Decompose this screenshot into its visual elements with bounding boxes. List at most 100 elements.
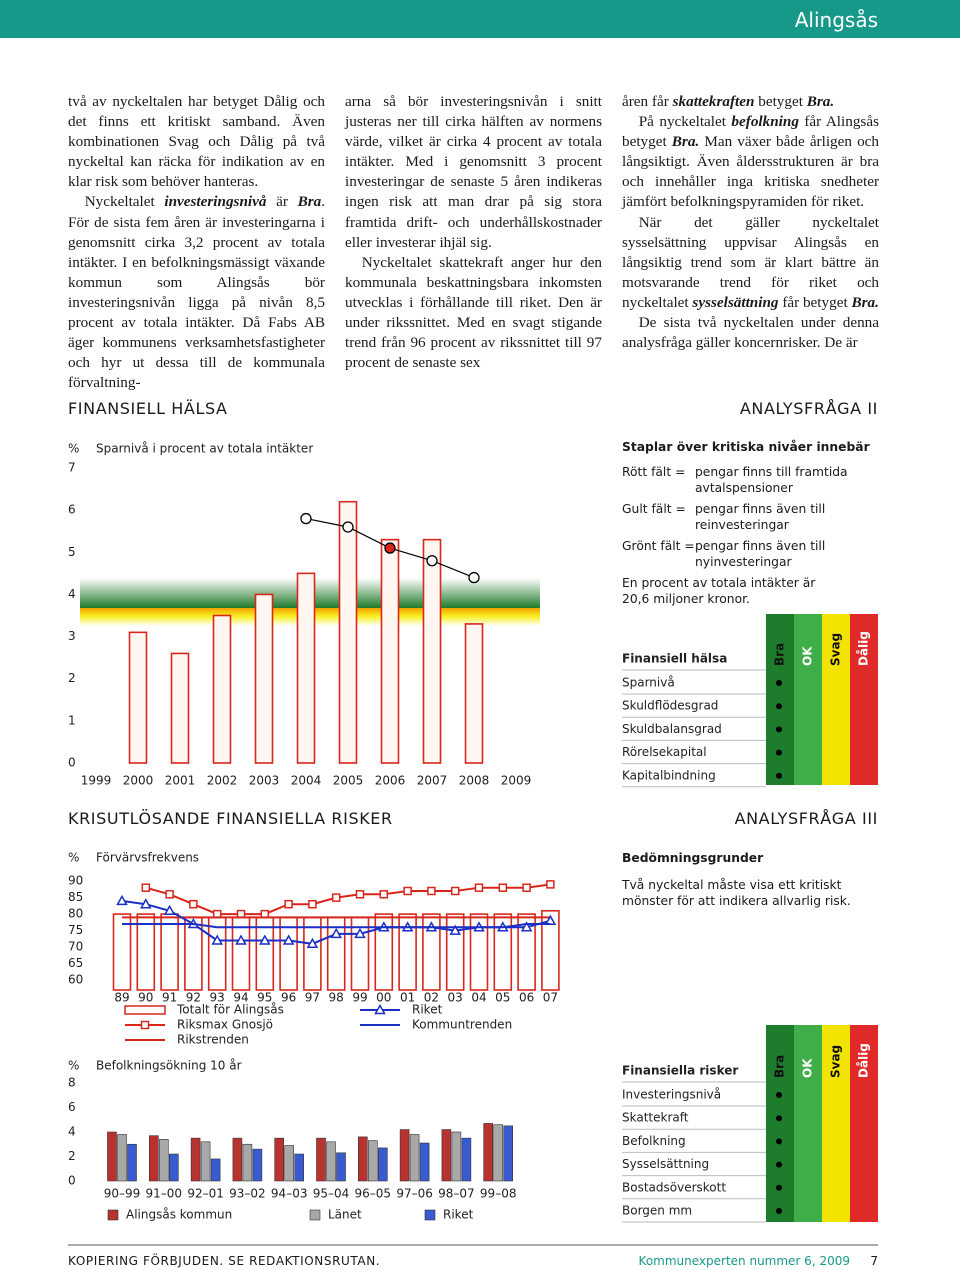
bar — [409, 1134, 420, 1182]
bar — [380, 538, 400, 764]
bar — [357, 1136, 368, 1182]
y-tick-label: 6 — [68, 1100, 76, 1114]
row-label: Sysselsättning — [622, 1157, 709, 1171]
paragraph: De sista två nyckeltalen under denna ana… — [622, 313, 879, 353]
rating-dot — [776, 1092, 782, 1098]
header-title: Alingsås — [794, 8, 878, 32]
text-run: betyget — [754, 93, 807, 110]
section-heading: KRISUTLÖSANDE FINANSIELLA RISKER — [68, 809, 393, 828]
rating-dot — [776, 1184, 782, 1191]
x-tick-label: 2004 — [291, 774, 322, 788]
marker — [116, 894, 128, 906]
emphasis: Bra — [297, 193, 322, 211]
bar — [159, 1139, 169, 1182]
bar — [419, 1142, 430, 1182]
bar — [541, 909, 560, 991]
y-axis-label: % — [68, 1059, 79, 1073]
x-tick-label: 2006 — [375, 774, 406, 788]
footer-publication: Kommunexperten nummer 6, 2009 — [638, 1254, 850, 1268]
column-header: Bra — [773, 643, 787, 666]
marker — [468, 571, 480, 584]
marker — [450, 886, 460, 896]
bar — [190, 1137, 201, 1182]
x-tick-label: 05 — [495, 991, 510, 1005]
paragraph: På nyckeltalet befolkning får Alingsås b… — [622, 112, 879, 212]
x-tick-label: 91 — [162, 991, 177, 1005]
bar — [107, 1131, 117, 1182]
rating-column — [850, 1025, 878, 1222]
text-column: två av nyckeltalen har betyget Dålig och… — [68, 92, 325, 393]
text-run: . För de sista fem åren är investeringar… — [68, 193, 325, 392]
marker — [282, 934, 295, 945]
marker — [189, 899, 198, 909]
x-tick-label: 98–07 — [438, 1187, 475, 1201]
text-run: åren får — [622, 93, 673, 110]
rating-dot — [776, 1208, 782, 1214]
rating-column — [794, 1025, 822, 1222]
legend-icon — [124, 1005, 166, 1015]
footer-left: KOPIERING FÖRBJUDEN. SE REDAKTIONSRUTAN. — [68, 1254, 381, 1268]
marker — [520, 921, 533, 932]
text-run: På nyckeltalet — [638, 113, 732, 131]
chart-title: Förvärvsfrekvens — [96, 851, 199, 865]
x-tick-label: 2007 — [417, 774, 448, 788]
chart-title: Befolkningsökning 10 år — [96, 1059, 242, 1073]
legend-text: pengar finns till framtida avtalspension… — [695, 465, 848, 495]
y-axis-label: % — [68, 851, 79, 865]
rating-dot — [776, 772, 782, 779]
legend-label: Rött fält = — [622, 465, 686, 479]
paragraph: Nyckeltalet investeringsnivå är Bra. För… — [68, 192, 325, 393]
bar — [242, 1143, 253, 1182]
text-column: arna så bör investeringsnivån i snitt ju… — [345, 92, 602, 373]
legend-label: Kommuntrenden — [412, 1018, 512, 1032]
x-tick-label: 97–06 — [396, 1187, 433, 1201]
y-tick-label: 70 — [68, 940, 83, 954]
y-tick-label: 2 — [68, 671, 76, 685]
bar — [252, 1148, 263, 1182]
x-tick-label: 95–04 — [313, 1187, 350, 1201]
y-tick-label: 85 — [68, 890, 83, 904]
section-heading: ANALYSFRÅGA III — [734, 809, 878, 828]
bar — [117, 1134, 127, 1182]
marker — [140, 1020, 150, 1030]
y-tick-label: 5 — [68, 545, 76, 559]
text-run: är — [266, 193, 298, 211]
bar — [464, 623, 484, 764]
x-tick-label: 90–99 — [104, 1187, 141, 1201]
section-heading: ANALYSFRÅGA II — [739, 399, 878, 418]
column-header: Svag — [829, 1045, 843, 1078]
marker — [384, 542, 396, 554]
row-label: Borgen mm — [622, 1204, 692, 1218]
bar — [461, 1137, 472, 1182]
column-header: Dålig — [857, 1043, 871, 1078]
x-tick-label: 07 — [543, 991, 558, 1005]
bar — [493, 913, 513, 991]
x-tick-label: 92 — [186, 991, 201, 1005]
emphasis: befolkning — [731, 113, 799, 131]
bar — [469, 913, 489, 991]
bar — [326, 1141, 336, 1182]
y-tick-label: 1 — [68, 713, 76, 727]
legend-label: Alingsås kommun — [126, 1208, 232, 1222]
x-tick-label: 91–00 — [146, 1187, 183, 1201]
x-tick-label: 2009 — [501, 774, 532, 788]
marker — [449, 924, 461, 935]
row-label: Sparnivå — [622, 676, 675, 690]
marker — [259, 934, 271, 945]
marker — [355, 890, 365, 899]
y-tick-label: 80 — [68, 907, 83, 921]
marker — [165, 890, 174, 899]
bar — [160, 913, 179, 991]
row-label: Rörelsekapital — [622, 745, 707, 759]
marker — [141, 883, 151, 892]
rating-dot — [776, 703, 782, 710]
column-header: OK — [801, 1058, 815, 1078]
row-label: Bostadsöverskott — [622, 1180, 726, 1194]
bar — [316, 1137, 326, 1182]
emphasis: skattekraften — [672, 93, 755, 110]
marker — [403, 886, 412, 896]
paragraph: två av nyckeltalen har betyget Dålig och… — [68, 92, 325, 192]
row-label: Skattekraft — [622, 1111, 689, 1125]
legend-label: Riksmax Gnosjö — [177, 1018, 273, 1032]
